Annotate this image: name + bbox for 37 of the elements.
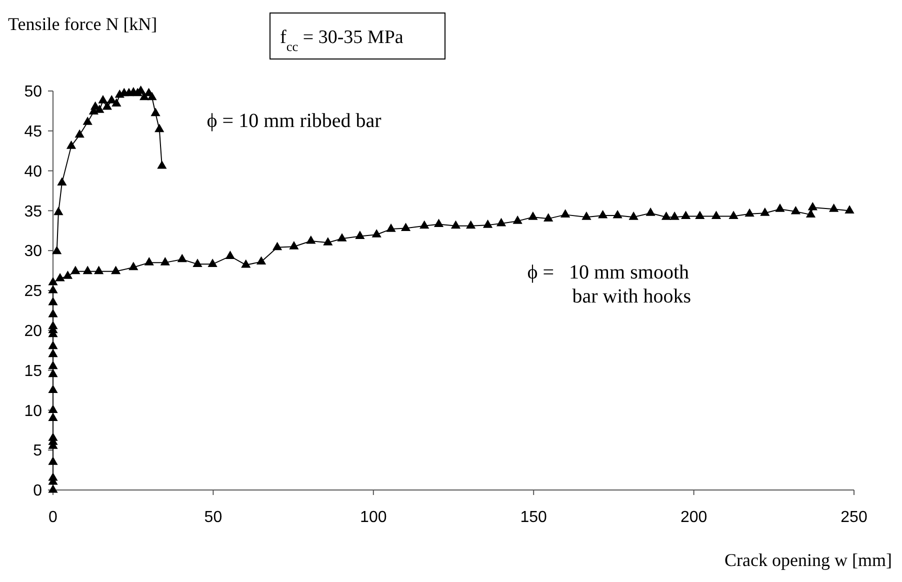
point (112, 98, 122, 107)
x-tick-label: 200 (680, 509, 708, 526)
point (94, 104, 104, 113)
y-tick-label: 45 (24, 124, 42, 140)
x-tick-label: 150 (520, 509, 548, 526)
series-label: ϕ = 10 mm smooth bar with hooks (527, 262, 692, 308)
y-tick-label: 30 (24, 243, 42, 260)
point (52, 246, 62, 254)
point (82, 116, 92, 125)
y-tick-label: 10 (24, 402, 42, 420)
point (102, 101, 112, 110)
point (106, 95, 116, 104)
point (150, 108, 160, 116)
y-tick-label: 50 (24, 84, 42, 101)
point (157, 160, 167, 169)
point (57, 177, 67, 186)
y-tick-label: 15 (24, 362, 42, 380)
point (54, 206, 64, 216)
point (66, 140, 76, 149)
point (147, 92, 157, 100)
x-axis-title: Crack opening w [mm] (724, 550, 892, 570)
y-tick-label: 0 (33, 482, 42, 500)
x-tick-label: 100 (360, 509, 387, 526)
y-axis-title: Tensile force N [kN] (8, 14, 158, 34)
x-tick-label: 50 (204, 509, 222, 526)
y-tick-label: 20 (24, 323, 42, 340)
x-tick-label: 0 (48, 509, 58, 526)
x-tick-label: 250 (840, 509, 868, 526)
text: ϕ = 10 mm ribbed bar (206, 110, 382, 132)
point (74, 129, 84, 138)
point (98, 95, 108, 104)
y-tick-label: 25 (24, 283, 42, 300)
text: f$_{cc}$ = 30-35 MPa (280, 27, 404, 54)
point (154, 124, 164, 132)
y-tick-label: 40 (24, 163, 42, 180)
y-tick-label: 5 (33, 442, 42, 460)
y-tick-label: 35 (24, 203, 42, 220)
